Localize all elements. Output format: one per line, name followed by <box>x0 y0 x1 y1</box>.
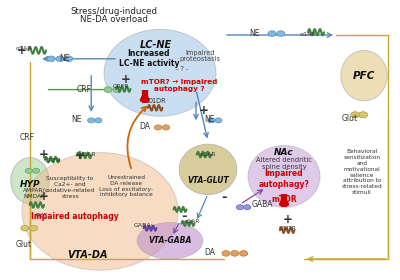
Circle shape <box>162 125 170 130</box>
Text: Stress/drug-induced: Stress/drug-induced <box>70 7 158 16</box>
Text: GABA₁: GABA₁ <box>133 223 153 228</box>
Text: +: + <box>38 148 48 160</box>
Circle shape <box>244 205 251 210</box>
Text: Glut: Glut <box>15 240 31 249</box>
Text: Behavioral
sensitization
and
motivational
salience
attribution to
stress-related: Behavioral sensitization and motivationa… <box>342 150 382 195</box>
Text: PFC: PFC <box>353 71 375 81</box>
Text: Altered dendritic
spine density: Altered dendritic spine density <box>256 157 312 170</box>
Text: DA: DA <box>139 122 150 131</box>
Text: - ? -: - ? - <box>176 66 188 73</box>
Ellipse shape <box>248 146 320 207</box>
Text: D1DR: D1DR <box>278 226 296 231</box>
Text: VTA-GLUT: VTA-GLUT <box>187 176 229 185</box>
Circle shape <box>21 225 29 231</box>
Circle shape <box>215 118 222 123</box>
Circle shape <box>65 56 73 62</box>
Text: +: + <box>282 213 292 226</box>
Circle shape <box>56 56 64 62</box>
Ellipse shape <box>137 223 203 259</box>
Ellipse shape <box>341 50 387 101</box>
Circle shape <box>222 251 230 256</box>
Text: AMPAR/
NMDAR: AMPAR/ NMDAR <box>23 188 46 199</box>
Circle shape <box>208 118 215 123</box>
Text: PKC: PKC <box>35 213 48 219</box>
Text: α1AR: α1AR <box>79 152 96 157</box>
Circle shape <box>277 31 285 36</box>
Text: α1AR: α1AR <box>184 219 200 224</box>
Text: Unrestrained
DA release
Loss of excitatory-
inhibitory balance: Unrestrained DA release Loss of excitato… <box>99 175 153 197</box>
Text: CRF: CRF <box>20 133 35 142</box>
Circle shape <box>30 225 38 231</box>
Text: NAc: NAc <box>274 148 294 157</box>
Circle shape <box>240 251 248 256</box>
Circle shape <box>236 205 244 210</box>
Text: CRFR: CRFR <box>112 84 129 89</box>
Circle shape <box>113 87 121 92</box>
Ellipse shape <box>179 144 237 195</box>
Text: DA: DA <box>204 248 215 257</box>
Circle shape <box>154 125 162 130</box>
Text: NE: NE <box>72 115 82 124</box>
Ellipse shape <box>11 158 49 204</box>
Text: CRFR: CRFR <box>45 158 61 163</box>
Ellipse shape <box>104 29 216 116</box>
Text: +: + <box>199 104 209 116</box>
Text: α1AR: α1AR <box>15 46 32 52</box>
Circle shape <box>25 168 32 173</box>
Circle shape <box>268 31 276 36</box>
Circle shape <box>95 118 102 123</box>
Text: α1AR: α1AR <box>199 151 216 157</box>
Text: NE: NE <box>250 29 260 38</box>
Circle shape <box>359 112 368 118</box>
Text: Increased
LC-NE activity: Increased LC-NE activity <box>118 49 179 69</box>
Circle shape <box>231 251 239 256</box>
Text: Susceptibility to
Ca2+- and
oxidative-related
stress: Susceptibility to Ca2+- and oxidative-re… <box>45 176 95 199</box>
Text: NE: NE <box>204 115 214 124</box>
Text: mTOR: mTOR <box>271 195 297 204</box>
Ellipse shape <box>22 153 178 270</box>
Text: +: + <box>121 73 131 86</box>
Circle shape <box>351 112 360 118</box>
Text: +: + <box>17 44 27 57</box>
Text: NE-DA overload: NE-DA overload <box>80 15 148 24</box>
Text: -: - <box>221 191 227 204</box>
Text: -: - <box>181 210 187 223</box>
Text: Impaired
proteostasis: Impaired proteostasis <box>180 50 220 62</box>
Text: NE: NE <box>59 54 70 63</box>
Text: D1DR: D1DR <box>148 98 166 104</box>
Text: mTOR? → Impaired
autophagy ?: mTOR? → Impaired autophagy ? <box>141 79 217 92</box>
Text: Impaired
autophagy?: Impaired autophagy? <box>258 169 310 189</box>
Text: +: + <box>38 190 48 203</box>
Circle shape <box>104 87 112 92</box>
Text: VTA-GABA: VTA-GABA <box>148 236 192 245</box>
Text: α1AR: α1AR <box>299 32 316 37</box>
Text: CRF: CRF <box>77 85 92 94</box>
Text: Impaired autophagy: Impaired autophagy <box>31 212 119 221</box>
Text: +: + <box>74 149 84 162</box>
Circle shape <box>32 168 40 173</box>
Text: GABA: GABA <box>252 200 274 209</box>
Text: LC-NE: LC-NE <box>140 40 172 50</box>
Circle shape <box>88 118 95 123</box>
Circle shape <box>47 56 55 62</box>
Text: VTA-DA: VTA-DA <box>68 250 108 260</box>
Text: Glut: Glut <box>342 114 358 123</box>
Text: HYP: HYP <box>20 180 40 189</box>
